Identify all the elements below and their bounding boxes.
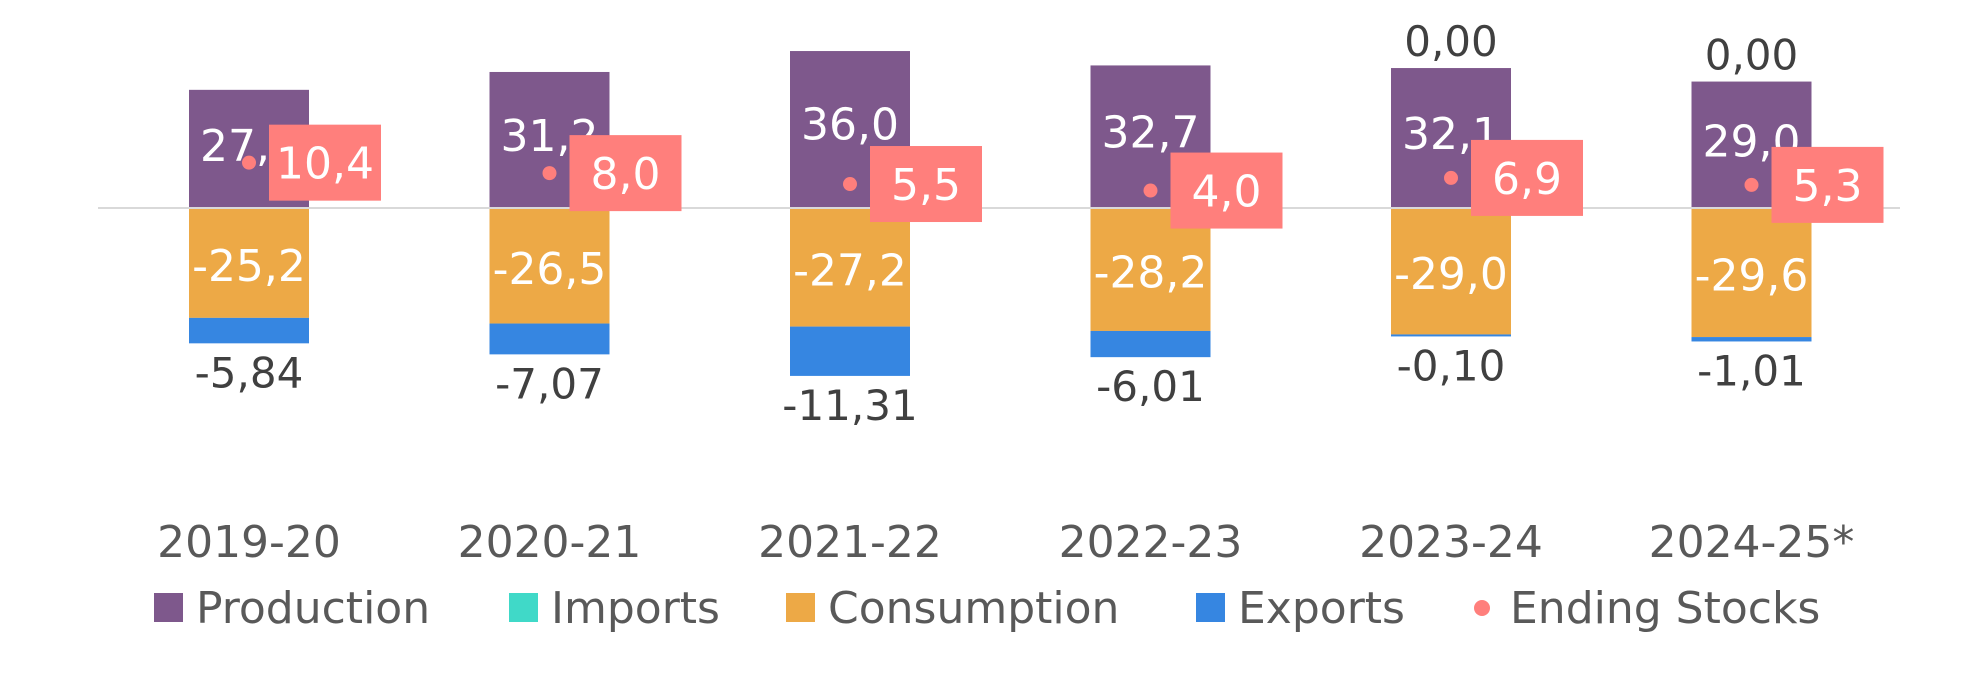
label-box-ending-stocks bbox=[269, 124, 381, 201]
label-consumption: -28,2 bbox=[1094, 247, 1208, 298]
label-box-ending-stocks bbox=[1471, 139, 1583, 216]
bar-exports bbox=[790, 326, 910, 376]
legend-label: Ending Stocks bbox=[1510, 583, 1820, 634]
bar-consumption bbox=[1391, 208, 1511, 335]
legend-label: Exports bbox=[1238, 583, 1405, 634]
legend: Production Imports Consumption Exports Endin… bbox=[154, 583, 1820, 634]
legend-marker bbox=[786, 593, 815, 622]
x-tick-label: 2020-21 bbox=[458, 517, 642, 568]
ending-stocks-layer: 10,4 8,0 5,5 4,0 6,9 5,3 bbox=[242, 124, 1884, 229]
bar-consumption bbox=[489, 208, 610, 324]
label-imports: 0,00 bbox=[1404, 17, 1498, 66]
label-box-ending-stocks bbox=[569, 135, 682, 212]
bar-consumption bbox=[189, 208, 309, 318]
label-consumption: -26,5 bbox=[493, 244, 607, 295]
bar-exports bbox=[1391, 334, 1511, 337]
label-box-ending-stocks bbox=[1170, 152, 1283, 229]
legend-label: Consumption bbox=[828, 583, 1119, 634]
label-consumption: -29,0 bbox=[1394, 249, 1508, 300]
label-production: 36,0 bbox=[801, 100, 899, 151]
bar-exports bbox=[189, 317, 309, 344]
bar-exports bbox=[1090, 330, 1211, 358]
legend-marker bbox=[1474, 600, 1490, 616]
label-box-ending-stocks bbox=[1771, 146, 1884, 223]
label-imports: 0,00 bbox=[1705, 31, 1799, 80]
label-box-ending-stocks bbox=[870, 146, 982, 223]
label-ending-stocks: 5,3 bbox=[1793, 161, 1863, 212]
data-labels-layer: 27,1-25,2-5,8431,2-26,5-7,0736,0-27,2-11… bbox=[192, 17, 1808, 430]
legend-label: Imports bbox=[551, 583, 720, 634]
label-exports: -5,84 bbox=[195, 348, 304, 397]
bar-consumption bbox=[1691, 208, 1812, 338]
bar-exports bbox=[489, 323, 610, 355]
label-exports: -1,01 bbox=[1697, 346, 1806, 395]
legend-label: Production bbox=[196, 583, 430, 634]
marker-ending-stocks bbox=[242, 155, 256, 170]
label-ending-stocks: 10,4 bbox=[276, 139, 374, 190]
x-tick-label: 2021-22 bbox=[758, 517, 942, 568]
bar-exports bbox=[1691, 337, 1812, 342]
label-exports: -6,01 bbox=[1096, 362, 1205, 411]
bar-consumption bbox=[790, 208, 910, 327]
x-tick-label: 2019-20 bbox=[157, 517, 341, 568]
marker-ending-stocks bbox=[542, 166, 557, 181]
x-axis-labels: 2019-20 2020-21 2021-22 2022-23 2023-24 2024-… bbox=[157, 517, 1854, 568]
legend-marker bbox=[1196, 593, 1225, 622]
marker-ending-stocks bbox=[843, 177, 857, 192]
legend-marker bbox=[154, 593, 183, 622]
x-tick-label: 2023-24 bbox=[1359, 517, 1543, 568]
label-ending-stocks: 4,0 bbox=[1192, 167, 1262, 218]
marker-ending-stocks bbox=[1143, 183, 1158, 198]
label-exports: -0,10 bbox=[1397, 341, 1506, 390]
label-consumption: -25,2 bbox=[192, 241, 306, 292]
label-ending-stocks: 5,5 bbox=[891, 160, 961, 211]
label-production: 32,7 bbox=[1102, 108, 1200, 159]
label-ending-stocks: 6,9 bbox=[1492, 154, 1562, 205]
marker-ending-stocks bbox=[1444, 170, 1458, 185]
x-tick-label: 2024-25* bbox=[1649, 517, 1855, 568]
x-tick-label: 2022-23 bbox=[1059, 517, 1243, 568]
label-consumption: -27,2 bbox=[793, 245, 907, 296]
label-consumption: -29,6 bbox=[1695, 251, 1809, 302]
label-exports: -7,07 bbox=[495, 359, 604, 408]
marker-ending-stocks bbox=[1744, 177, 1759, 192]
label-exports: -11,31 bbox=[782, 381, 917, 430]
label-ending-stocks: 8,0 bbox=[591, 149, 661, 200]
legend-marker bbox=[509, 593, 538, 622]
